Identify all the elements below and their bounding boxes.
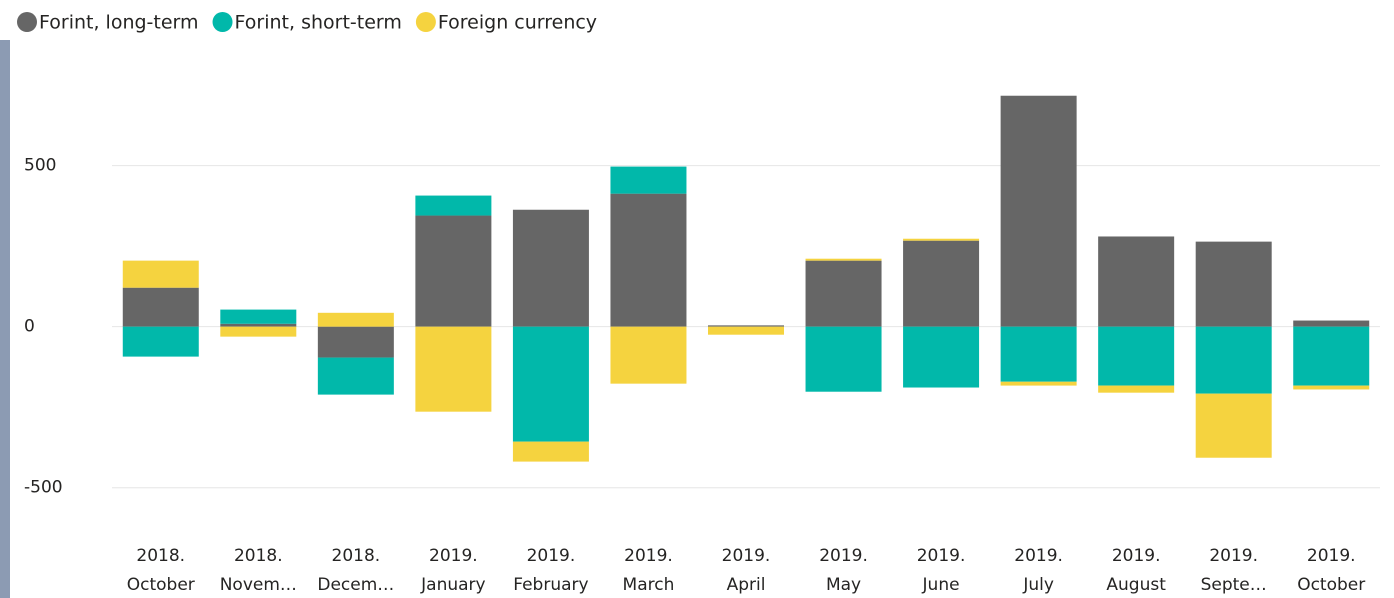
x-tick-label-line: July	[1022, 575, 1054, 595]
x-tick-label: 2018. Novem…	[220, 546, 297, 595]
x-tick-label-line: October	[127, 575, 195, 595]
bar-segment	[220, 309, 297, 324]
bar-segment	[1098, 385, 1175, 393]
legend-label: Forint, long-term	[39, 12, 199, 34]
x-tick-label-line: 2019.	[722, 546, 771, 566]
bar-segment	[415, 215, 492, 327]
bar-segment	[122, 326, 199, 357]
legend-marker	[415, 12, 436, 32]
x-tick-label-line: August	[1106, 575, 1166, 595]
bar-segment	[805, 326, 882, 392]
x-tick-label-line: 2019.	[1014, 546, 1063, 566]
x-tick-label-line: April	[727, 575, 766, 595]
x-tick-label: 2019. March	[623, 546, 675, 595]
x-tick-label: 2018. October	[127, 546, 195, 595]
x-tick-label-line: 2019.	[819, 546, 868, 566]
bar-segment	[610, 193, 687, 327]
x-tick-label-line: 2019.	[429, 546, 478, 566]
x-tick-label-line: Decem…	[317, 575, 394, 595]
bar-segment	[1000, 381, 1077, 386]
bar-segment	[415, 326, 492, 412]
bar-segment	[220, 326, 297, 337]
legend-marker	[17, 12, 37, 32]
bar-segment	[1098, 236, 1175, 327]
x-tick-label-line: 2019.	[917, 546, 966, 566]
bar-segment	[1293, 320, 1370, 327]
bar-segment	[317, 312, 394, 327]
bar-segment	[512, 441, 589, 462]
x-tick-label-line: March	[623, 575, 675, 595]
x-tick-label-line: 2018.	[332, 546, 381, 566]
bar-segment	[1000, 95, 1077, 327]
legend-marker	[212, 12, 233, 32]
x-tick-label-line: 2018.	[136, 546, 185, 566]
bar-segment	[220, 323, 297, 327]
x-tick-label: 2019. April	[722, 546, 771, 595]
legend-label: Forint, short-term	[235, 12, 402, 34]
x-tick-label: 2019. May	[819, 546, 868, 595]
bar-segment	[122, 287, 199, 327]
x-tick-label: 2019. January	[420, 546, 485, 595]
bar-segment	[317, 357, 394, 395]
x-tick-label-line: June	[922, 575, 960, 595]
bar-segment	[1195, 326, 1272, 394]
y-tick-label: 0	[24, 317, 35, 337]
x-tick-label-line: 2019.	[624, 546, 673, 566]
x-tick-label-line: Novem…	[220, 575, 297, 595]
x-tick-label-line: May	[826, 575, 861, 595]
x-tick-label: 2019. Septe…	[1201, 546, 1267, 595]
x-tick-label-line: 2018.	[234, 546, 283, 566]
x-tick-label: 2019. August	[1106, 546, 1166, 595]
bar-segment	[317, 326, 394, 358]
bar-segment	[415, 195, 492, 216]
bar-segment	[610, 326, 687, 384]
bar-segment	[1000, 326, 1077, 382]
bar-segment	[1195, 393, 1272, 458]
bar-segment	[708, 326, 784, 335]
x-tick-label-line: February	[513, 575, 588, 595]
y-tick-label: -500	[24, 478, 63, 498]
bar-segment	[1293, 326, 1370, 386]
bar-segment	[1293, 385, 1370, 390]
x-tick-label: 2019. July	[1014, 546, 1063, 595]
side-bar	[0, 40, 10, 598]
bar-segment	[512, 326, 589, 442]
bar-segment	[903, 238, 980, 241]
x-tick-label-line: 2019.	[1307, 546, 1356, 566]
bar-segment	[903, 326, 980, 388]
bar-segment	[122, 260, 199, 288]
legend-label: Foreign currency	[438, 12, 597, 34]
bar-segment	[1195, 241, 1272, 327]
x-tick-label: 2019. June	[917, 546, 966, 595]
x-tick-label-line: Septe…	[1201, 575, 1267, 595]
x-tick-label: 2018. Decem…	[317, 546, 394, 595]
bar-segment	[805, 258, 882, 261]
bar-segment	[708, 325, 784, 327]
bar-segment	[903, 240, 980, 327]
x-tick-label-line: 2019.	[1112, 546, 1161, 566]
x-tick-label: 2019. October	[1297, 546, 1365, 595]
x-tick-label-line: 2019.	[527, 546, 576, 566]
x-tick-label: 2019. February	[513, 546, 588, 595]
bar-segment	[512, 209, 589, 327]
bar-segment	[610, 166, 687, 194]
y-tick-label: 500	[24, 156, 56, 176]
bar-segment	[805, 260, 882, 327]
bar-segment	[1098, 326, 1175, 386]
x-tick-label-line: 2019.	[1209, 546, 1258, 566]
x-tick-label-line: January	[420, 575, 485, 595]
x-tick-label-line: October	[1297, 575, 1365, 595]
